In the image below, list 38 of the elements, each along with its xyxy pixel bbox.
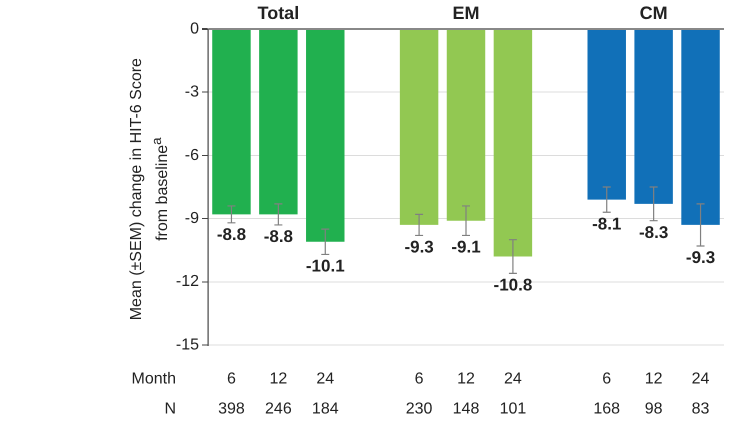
y-tick-label: -3	[184, 84, 200, 101]
text: Total	[258, 2, 300, 23]
text: 101	[500, 400, 526, 418]
y-tick-label: -15	[176, 336, 200, 354]
x-tick-label: 6	[602, 370, 612, 388]
x-tick-label: 12	[269, 370, 288, 388]
text: 246	[265, 400, 292, 418]
text: 168	[593, 400, 620, 418]
data-label: -10.8	[494, 276, 532, 295]
text: CM	[640, 2, 668, 23]
text: 148	[452, 400, 480, 418]
text: 398	[218, 400, 245, 418]
x-tick-label: 24	[504, 370, 522, 388]
data-label: -9.3	[686, 248, 716, 268]
text: 184	[312, 400, 339, 418]
data-label: -8.8	[216, 225, 246, 244]
text: N	[164, 400, 176, 418]
data-label: -9.1	[451, 238, 481, 257]
x-tick-label: 12	[644, 370, 663, 388]
text: Month	[132, 370, 176, 388]
x-tick-label: 6	[227, 370, 236, 388]
data-label: -8.8	[264, 227, 294, 246]
y-tick-label: -6	[184, 146, 200, 164]
text: 98	[644, 400, 663, 418]
y-tick-label: -12	[176, 273, 200, 290]
text: EM	[452, 2, 480, 23]
text: 83	[692, 400, 710, 418]
x-tick-label: 24	[692, 370, 710, 388]
data-label: -8.1	[592, 214, 622, 234]
x-tick-label: 6	[414, 370, 424, 388]
text: 230	[406, 400, 433, 418]
y-tick-label: 0	[190, 20, 200, 38]
data-label: -10.1	[306, 256, 345, 276]
y-tick-label: -9	[184, 210, 200, 228]
data-label: -9.3	[404, 238, 434, 257]
x-tick-label: 12	[457, 370, 475, 388]
data-label: -8.3	[638, 222, 668, 242]
x-tick-label: 24	[316, 370, 334, 388]
